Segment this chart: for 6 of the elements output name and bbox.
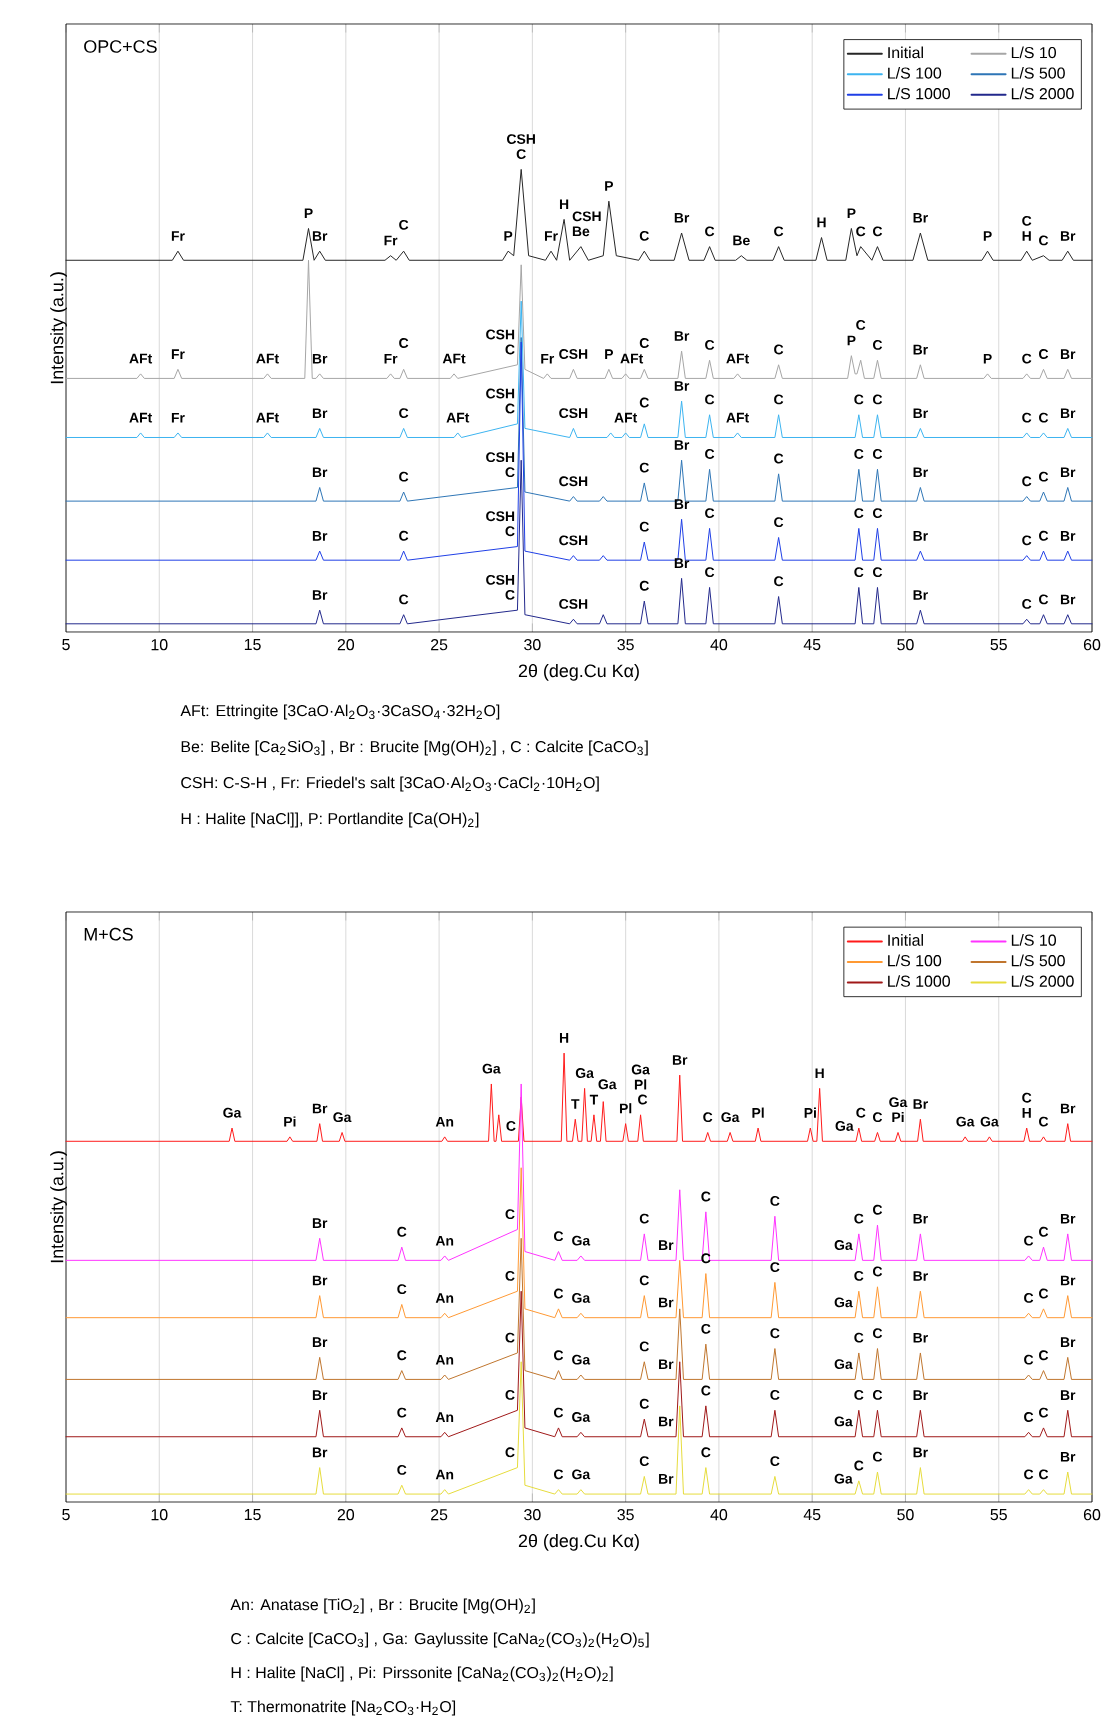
x-axis-title: 2θ (deg.Cu Kα) (518, 663, 639, 681)
x-axis-title: 2θ (deg.Cu Kα) (518, 1534, 639, 1551)
chart-title: OPC+CS (84, 40, 157, 53)
chart-title: M+CS (84, 927, 133, 941)
y-axis-title: Intensity (a.u.) (50, 1151, 67, 1263)
y-axis-title: Intensity (a.u.) (50, 272, 67, 384)
